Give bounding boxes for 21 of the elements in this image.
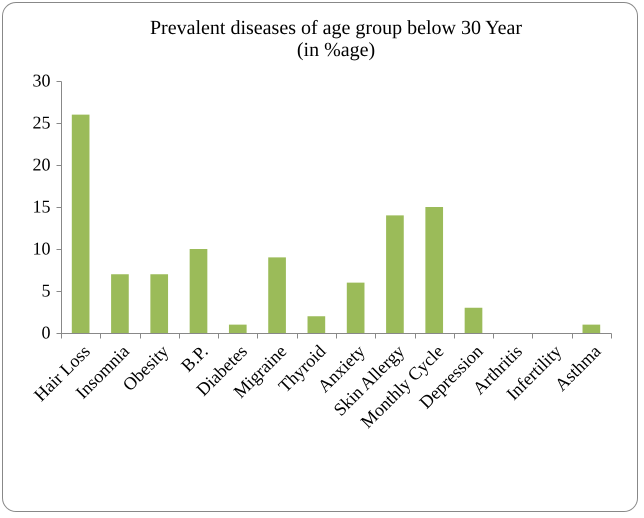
bar bbox=[346, 282, 364, 333]
bar bbox=[386, 215, 404, 333]
bar bbox=[111, 274, 129, 333]
bar bbox=[268, 257, 286, 333]
bar bbox=[150, 274, 168, 333]
y-tick-label: 0 bbox=[42, 322, 50, 342]
bar bbox=[228, 324, 247, 333]
bar bbox=[582, 324, 600, 333]
y-tick-label: 5 bbox=[42, 280, 50, 300]
bar bbox=[72, 114, 90, 333]
y-tick-label: 30 bbox=[32, 70, 50, 90]
bar bbox=[308, 316, 326, 333]
bar bbox=[190, 249, 208, 333]
bar bbox=[425, 207, 444, 333]
bar bbox=[464, 308, 482, 333]
y-tick-label: 15 bbox=[32, 196, 50, 216]
y-tick-label: 20 bbox=[32, 154, 50, 174]
y-tick-label: 25 bbox=[32, 112, 50, 132]
y-tick-label: 10 bbox=[32, 238, 50, 258]
chart-subtitle: (in %age) bbox=[296, 39, 376, 61]
chart-title: Prevalent diseases of age group below 30 Year bbox=[150, 17, 522, 39]
